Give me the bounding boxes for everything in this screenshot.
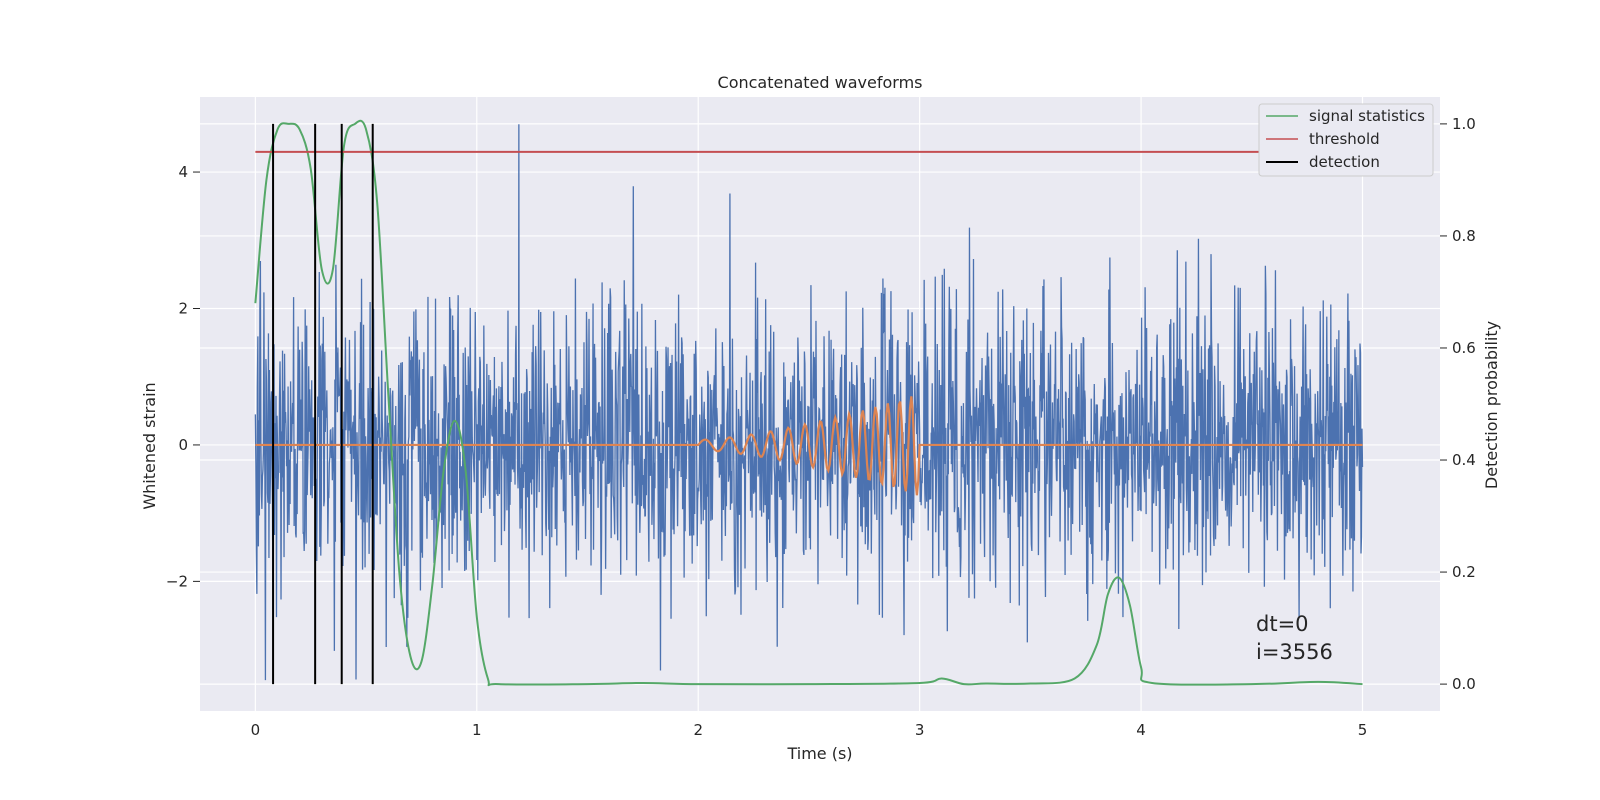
y-tick-label: −2: [166, 572, 188, 590]
legend-entry-detection: detection: [1309, 153, 1380, 171]
x-tick-label: 3: [915, 721, 925, 739]
legend-entry-signal-statistics: signal statistics: [1309, 107, 1425, 125]
y2-tick-label: 1.0: [1452, 115, 1476, 133]
y2-axis-label: Detection probability: [1482, 321, 1501, 489]
x-tick-label: 1: [472, 721, 482, 739]
legend-box: [1258, 103, 1434, 177]
y2-tick-label: 0.4: [1452, 451, 1476, 469]
y2-axis-ticks: 0.0 0.2 0.4 0.6 0.8 1.0: [1440, 115, 1476, 693]
injection-series-line: [255, 396, 1363, 496]
plot-area: [254, 119, 1385, 687]
x-axis-ticks: 0 1 2 3 4 5: [251, 721, 1368, 739]
x-tick-label: 5: [1358, 721, 1368, 739]
x-tick-label: 0: [251, 721, 261, 739]
y-tick-label: 2: [178, 299, 188, 317]
x-axis-label: Time (s): [786, 744, 852, 763]
y2-tick-label: 0.0: [1452, 675, 1476, 693]
y-tick-label: 4: [178, 163, 188, 181]
annotation-index: i=3556: [1256, 640, 1333, 664]
y2-tick-label: 0.2: [1452, 563, 1476, 581]
x-tick-label: 2: [693, 721, 703, 739]
x-tick-label: 4: [1136, 721, 1146, 739]
legend-entry-threshold: threshold: [1309, 130, 1380, 148]
y-axis-label: Whitened strain: [140, 382, 159, 509]
chart-title: Concatenated waveforms: [718, 73, 923, 92]
legend: signal statistics threshold detection: [1258, 103, 1434, 177]
y2-tick-label: 0.6: [1452, 339, 1476, 357]
y-tick-label: 0: [178, 436, 188, 454]
y-axis-ticks: −2 0 2 4: [166, 163, 200, 590]
annotation-dt: dt=0: [1256, 612, 1309, 636]
signal-statistics-series-line: [254, 119, 1363, 687]
y2-tick-label: 0.8: [1452, 227, 1476, 245]
